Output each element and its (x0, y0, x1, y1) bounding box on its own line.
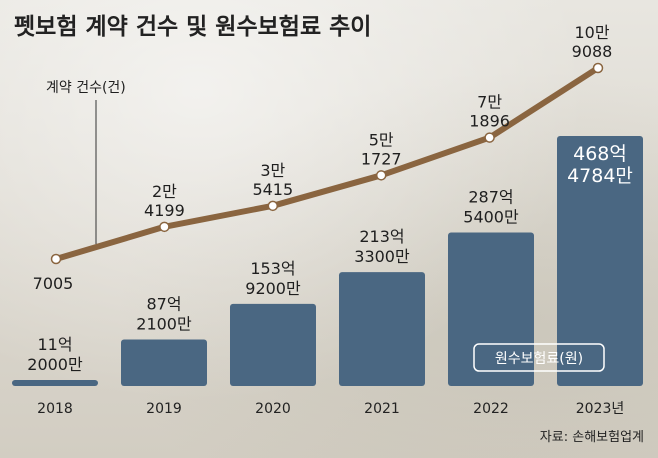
x-tick-label: 2022 (473, 401, 509, 417)
legend-line: 계약 건수(건) (46, 80, 126, 244)
line-point-2023년 (592, 62, 604, 74)
x-tick-label: 2018 (37, 401, 73, 417)
line-value-label: 2만 (152, 182, 177, 201)
bar-value-label: 5400만 (463, 208, 519, 227)
x-tick-label: 2019 (146, 401, 182, 417)
bar-2018 (12, 380, 98, 386)
bar-series: 11억2000만87억2100만153억9200만213억3300만287억54… (12, 136, 643, 386)
bar-value-label: 87억 (146, 294, 181, 313)
x-tick-label: 2023년 (576, 401, 625, 417)
bar-value-label: 2100만 (136, 314, 192, 333)
line-value-label: 5415 (252, 180, 293, 199)
legend-bar-box (473, 343, 605, 372)
x-tick-label: 2020 (255, 401, 291, 417)
legend-bar: 원수보험료(원) (473, 343, 605, 372)
line-value-label: 1896 (469, 112, 510, 131)
line-point-2022 (484, 132, 495, 143)
bar-2019 (121, 339, 207, 386)
source-note: 자료: 손해보험업계 (540, 430, 644, 445)
line-value-label: 7만 (477, 93, 502, 112)
x-axis: 2018 2019 2020 2021 2022 2023년 (37, 401, 624, 417)
x-tick-label: 2021 (364, 401, 400, 417)
bar-value-label: 3300만 (354, 247, 410, 266)
line-value-label: 1727 (361, 149, 402, 168)
chart-title: 펫보험 계약 건수 및 원수보험료 추이 (14, 14, 371, 40)
line-point-2021 (375, 170, 387, 181)
bar-2020 (230, 303, 316, 386)
line-value-label: 4199 (144, 201, 185, 220)
line-point-2020 (267, 200, 279, 212)
bar-value-label: 4784만 (567, 165, 633, 187)
legend-bar-label: 원수보험료(원) (495, 351, 583, 367)
bar-value-label: 468억 (573, 143, 627, 165)
line-path (53, 65, 601, 262)
line-value-label: 7005 (33, 274, 74, 293)
line-point-2018 (50, 253, 62, 265)
line-value-label: 10만 (574, 23, 609, 42)
bar-value-label: 287억 (468, 188, 513, 207)
bar-value-label: 2000만 (27, 355, 83, 374)
bar-value-label: 213억 (359, 227, 404, 246)
bar-2021 (339, 272, 425, 386)
legend-line-label: 계약 건수(건) (46, 80, 126, 96)
line-value-label: 5만 (369, 130, 394, 149)
line-value-label: 3만 (260, 161, 285, 180)
bar-value-label: 11억 (37, 335, 72, 354)
bar-2023년 (557, 136, 643, 386)
line-value-label: 9088 (572, 42, 613, 61)
bar-2022 (448, 232, 534, 386)
bar-value-label: 9200만 (245, 279, 301, 298)
bar-value-label: 153억 (250, 259, 295, 278)
line-point-2019 (159, 221, 170, 233)
